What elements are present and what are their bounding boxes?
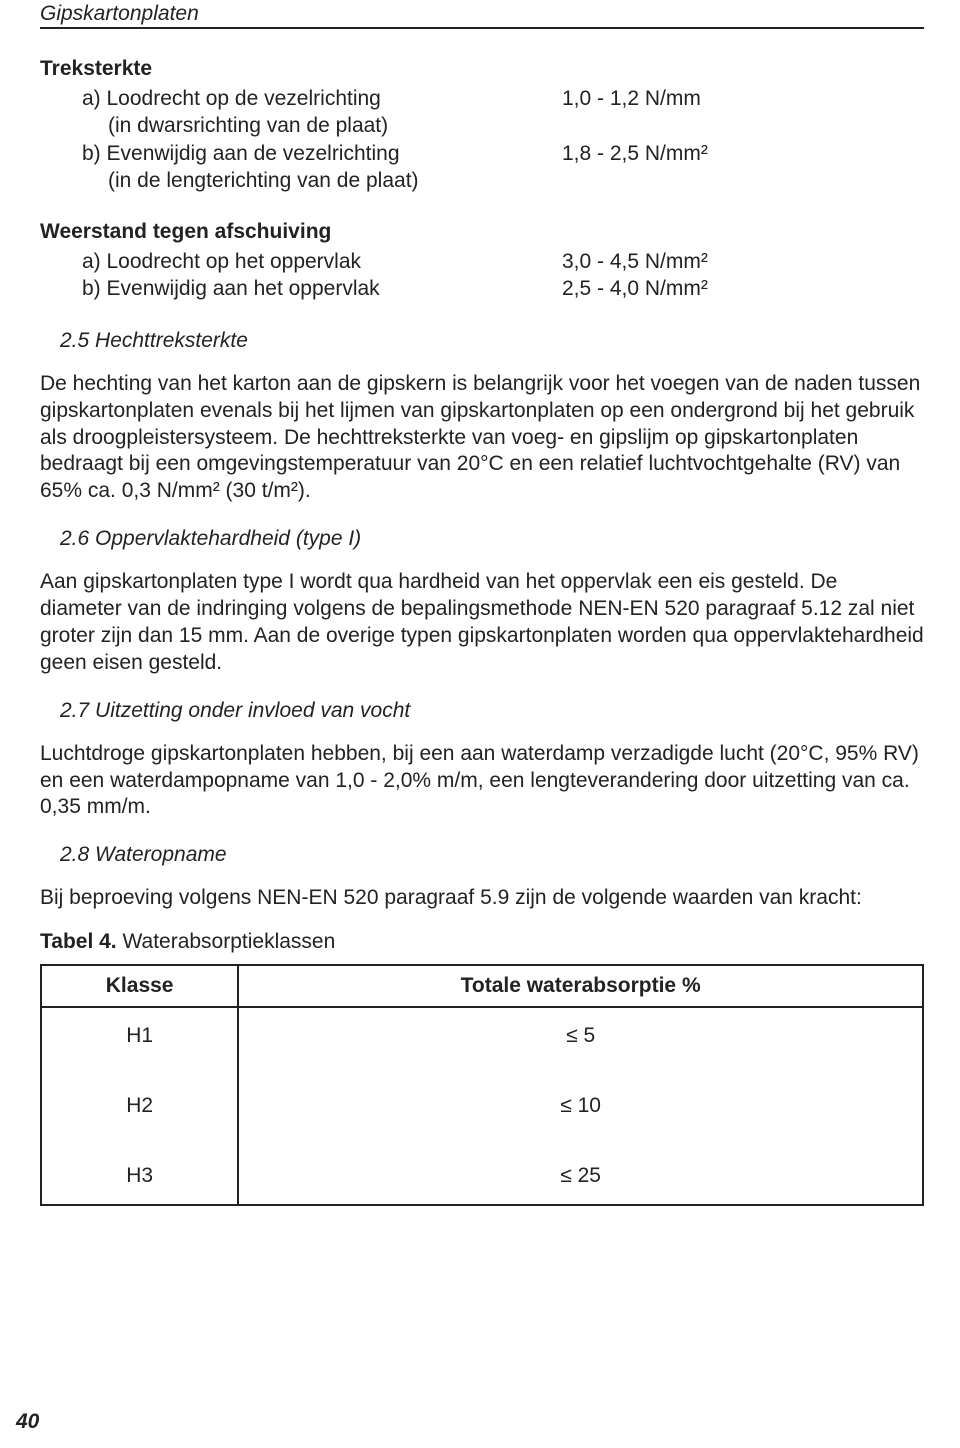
- treksterkte-b-sub: (in de lengterichting van de plaat): [40, 167, 924, 194]
- weerstand-b-value: 2,5 - 4,0 N/mm²: [562, 275, 924, 302]
- table4-col1: Klasse: [41, 965, 238, 1007]
- table-row: H2 ≤ 10: [41, 1078, 923, 1148]
- treksterkte-a-label: a) Loodrecht op de vezelrichting: [40, 85, 562, 112]
- weerstand-b-label: b) Evenwijdig aan het oppervlak: [40, 275, 562, 302]
- heading-2-5: 2.5 Hechttreksterkte: [60, 329, 924, 353]
- table4-col2: Totale waterabsorptie %: [238, 965, 923, 1007]
- treksterkte-b-label: b) Evenwijdig aan de vezelrichting: [40, 140, 562, 167]
- text-2-7: Luchtdroge gipskartonplaten hebben, bij …: [40, 741, 924, 822]
- treksterkte-a: a) Loodrecht op de vezelrichting 1,0 - 1…: [40, 85, 924, 112]
- treksterkte-b-sub-text: (in de lengterichting van de plaat): [40, 167, 588, 194]
- treksterkte-a-value: 1,0 - 1,2 N/mm: [562, 85, 924, 112]
- text-2-8: Bij beproeving volgens NEN-EN 520 paragr…: [40, 885, 924, 912]
- treksterkte-b-value: 1,8 - 2,5 N/mm²: [562, 140, 924, 167]
- table4-r0-val: ≤ 5: [238, 1007, 923, 1078]
- weerstand-block: Weerstand tegen afschuiving a) Loodrecht…: [40, 220, 924, 303]
- table4: Klasse Totale waterabsorptie % H1 ≤ 5 H2…: [40, 964, 924, 1206]
- heading-2-7: 2.7 Uitzetting onder invloed van vocht: [60, 699, 924, 723]
- heading-2-8: 2.8 Wateropname: [60, 843, 924, 867]
- table4-caption-rest: Waterabsorptieklassen: [117, 930, 336, 953]
- weerstand-b: b) Evenwijdig aan het oppervlak 2,5 - 4,…: [40, 275, 924, 302]
- header-title: Gipskartonplaten: [40, 2, 199, 25]
- treksterkte-a-sub-text: (in dwarsrichting van de plaat): [40, 112, 588, 139]
- treksterkte-b: b) Evenwijdig aan de vezelrichting 1,8 -…: [40, 140, 924, 167]
- table4-r1-val: ≤ 10: [238, 1078, 923, 1148]
- weerstand-a-label: a) Loodrecht op het oppervlak: [40, 248, 562, 275]
- table-row: H1 ≤ 5: [41, 1007, 923, 1078]
- table-row: H3 ≤ 25: [41, 1148, 923, 1205]
- treksterkte-a-sub: (in dwarsrichting van de plaat): [40, 112, 924, 139]
- table4-r1-klasse: H2: [41, 1078, 238, 1148]
- weerstand-a: a) Loodrecht op het oppervlak 3,0 - 4,5 …: [40, 248, 924, 275]
- text-2-6: Aan gipskartonplaten type I wordt qua ha…: [40, 569, 924, 677]
- table4-r2-val: ≤ 25: [238, 1148, 923, 1205]
- treksterkte-title: Treksterkte: [40, 57, 924, 81]
- text-2-5: De hechting van het karton aan de gipske…: [40, 371, 924, 505]
- weerstand-a-value: 3,0 - 4,5 N/mm²: [562, 248, 924, 275]
- table4-header-row: Klasse Totale waterabsorptie %: [41, 965, 923, 1007]
- table4-r2-klasse: H3: [41, 1148, 238, 1205]
- treksterkte-block: Treksterkte a) Loodrecht op de vezelrich…: [40, 57, 924, 194]
- heading-2-6: 2.6 Oppervlaktehardheid (type I): [60, 527, 924, 551]
- weerstand-title: Weerstand tegen afschuiving: [40, 220, 924, 244]
- page-header: Gipskartonplaten: [40, 0, 924, 29]
- table4-caption: Tabel 4. Waterabsorptieklassen: [40, 930, 924, 954]
- table4-caption-bold: Tabel 4.: [40, 930, 117, 953]
- table4-r0-klasse: H1: [41, 1007, 238, 1078]
- page-number: 40: [16, 1410, 39, 1434]
